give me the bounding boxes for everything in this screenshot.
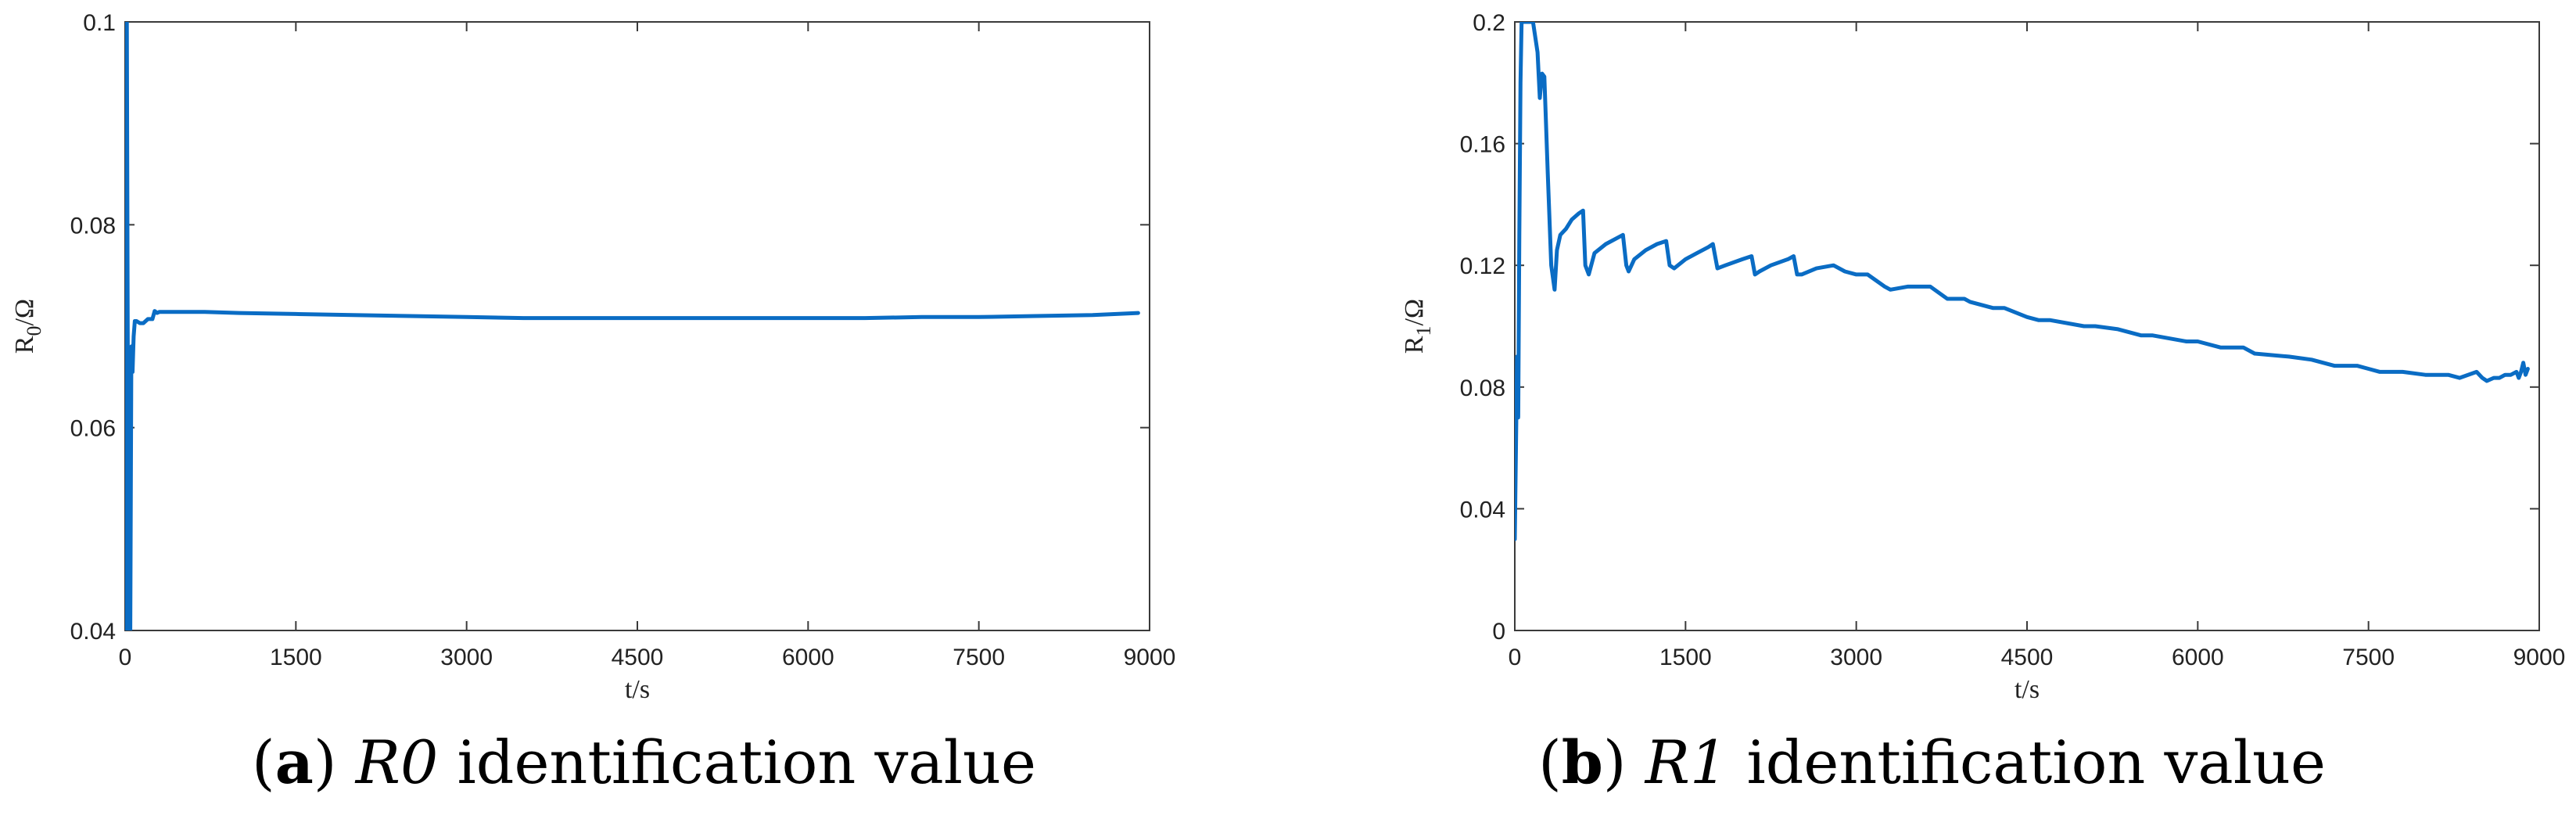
- caption-symbol: R0: [355, 727, 439, 797]
- y-axis-label: R1/Ω: [1400, 299, 1435, 354]
- y-tick-label: 0.12: [1460, 253, 1505, 279]
- series-line: [125, 22, 1140, 630]
- axes-box: [124, 21, 1150, 631]
- x-tick-label: 9000: [1124, 645, 1176, 670]
- chart-panel-a: 0 1500 3000 4500 6000 7500 9000 0.04 0.06 0.08 0.1…: [10, 10, 1176, 797]
- y-tick-label: 0: [1492, 619, 1505, 645]
- y-label-subscript: 0: [23, 326, 45, 336]
- x-tick-label: 3000: [1830, 645, 1882, 670]
- y-tick-label: 0.04: [1460, 497, 1505, 523]
- caption-letter: b: [1561, 727, 1603, 797]
- y-axis-label: R0/Ω: [10, 299, 45, 354]
- x-tick-label: 9000: [2513, 645, 2566, 670]
- y-label-unit: /Ω: [10, 299, 39, 326]
- x-tick-label: 3000: [440, 645, 493, 670]
- caption-text: identification value: [1746, 727, 2326, 797]
- x-tick-label: 0: [1509, 645, 1522, 670]
- y-tick-label: 0.08: [1460, 375, 1505, 401]
- y-label-subscript: 1: [1412, 326, 1435, 336]
- chart-panel-b: 0 1500 3000 4500 6000 7500 9000 0 0.04 0.08 0.12 0.…: [1288, 0, 2576, 819]
- y-tick-label: 0.08: [70, 213, 116, 239]
- y-label-symbol: R: [10, 336, 39, 354]
- x-tick-label: 7500: [953, 645, 1005, 670]
- x-tick-label: 4500: [612, 645, 664, 670]
- y-label-unit: /Ω: [1400, 299, 1429, 326]
- y-label-symbol: R: [1400, 336, 1429, 354]
- series-line: [1515, 22, 2530, 541]
- axes-box: [1514, 21, 2540, 631]
- x-axis-label: t/s: [625, 675, 650, 704]
- chart-r1: 0 1500 3000 4500 6000 7500 9000 0 0.04 0.08 0.12 0.…: [1400, 10, 2566, 704]
- y-tick-label: 0.06: [70, 416, 116, 442]
- x-tick-label: 1500: [270, 645, 322, 670]
- caption-symbol: R1: [1645, 727, 1728, 797]
- caption-b: (b) R1 identification value: [1538, 727, 2326, 797]
- x-axis-label: t/s: [2015, 675, 2040, 704]
- caption-letter: a: [274, 727, 314, 797]
- y-tick-label: 0.1: [83, 10, 116, 36]
- x-tick-label: 4500: [2001, 645, 2054, 670]
- caption-a: (a) R0 identification value: [252, 727, 1036, 797]
- caption-text: identification value: [457, 727, 1036, 797]
- x-tick-label: 7500: [2342, 645, 2395, 670]
- y-tick-label: 0.2: [1473, 10, 1505, 36]
- y-tick-label: 0.04: [70, 619, 116, 645]
- x-tick-label: 6000: [782, 645, 834, 670]
- x-tick-label: 1500: [1659, 645, 1712, 670]
- x-tick-label: 6000: [2172, 645, 2224, 670]
- chart-r0: 0 1500 3000 4500 6000 7500 9000 0.04 0.06 0.08 0.1…: [10, 10, 1176, 704]
- x-tick-label: 0: [119, 645, 132, 670]
- y-tick-label: 0.16: [1460, 132, 1505, 158]
